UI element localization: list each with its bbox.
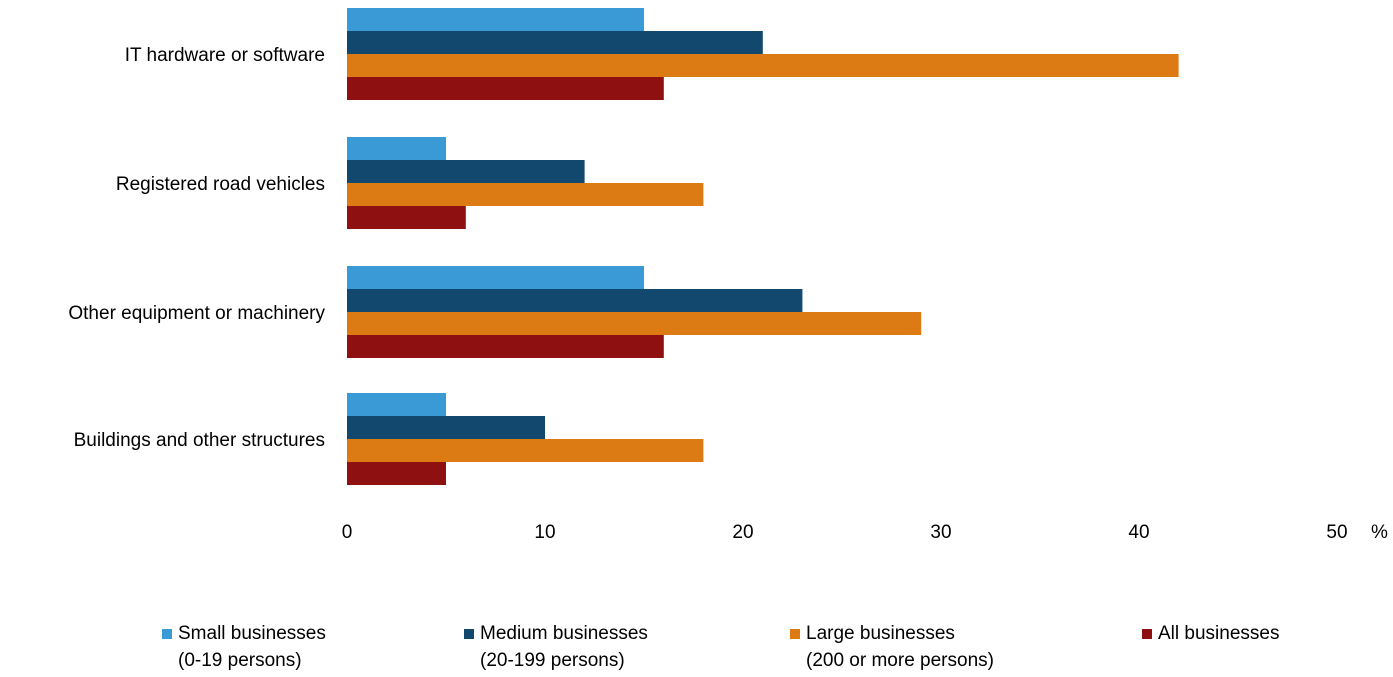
bar-all-4 (347, 462, 446, 485)
x-tick-label-50: 50 (1326, 522, 1347, 543)
legend-label-small-line2: (0-19 persons) (178, 650, 302, 671)
bar-medium-4 (347, 416, 545, 439)
bar-all-3 (347, 335, 664, 358)
x-tick-label-40: 40 (1128, 522, 1149, 543)
legend-label-small-line1: Small businesses (178, 623, 326, 644)
legend-swatch-all (1142, 629, 1152, 639)
x-tick-label-0: 0 (342, 522, 353, 543)
bar-chart: IT hardware or software Registered road v… (68, 8, 1388, 543)
bar-small-3 (347, 266, 644, 289)
x-tick-label-20: 20 (732, 522, 753, 543)
bar-medium-3 (347, 289, 803, 312)
bar-large-3 (347, 312, 922, 335)
bar-small-4 (347, 393, 446, 416)
legend: Small businesses (0-19 persons) Medium b… (0, 620, 1393, 677)
bar-medium-2 (347, 160, 585, 183)
x-axis-unit-label: % (1371, 522, 1388, 543)
bar-medium-1 (347, 31, 763, 54)
bar-small-2 (347, 137, 446, 160)
legend-label-medium-line2: (20-199 persons) (480, 650, 625, 671)
category-label-3: Other equipment or machinery (68, 303, 325, 324)
x-tick-label-10: 10 (534, 522, 555, 543)
bar-all-2 (347, 206, 466, 229)
bar-small-1 (347, 8, 644, 31)
bar-large-2 (347, 183, 704, 206)
legend-swatch-medium (464, 629, 474, 639)
category-label-1: IT hardware or software (125, 45, 325, 66)
bar-all-1 (347, 77, 664, 100)
category-label-4: Buildings and other structures (74, 430, 325, 451)
bars-group (347, 8, 1179, 485)
legend-label-large-line2: (200 or more persons) (806, 650, 994, 671)
x-axis-tick-labels: 0 10 20 30 40 50 (342, 522, 1348, 543)
legend-label-large-line1: Large businesses (806, 623, 955, 644)
bar-large-1 (347, 54, 1179, 77)
x-tick-label-30: 30 (930, 522, 951, 543)
legend-swatch-large (790, 629, 800, 639)
category-labels: IT hardware or software Registered road v… (68, 45, 325, 451)
legend-label-all-line1: All businesses (1158, 623, 1280, 644)
legend-swatch-small (162, 629, 172, 639)
legend-label-medium-line1: Medium businesses (480, 623, 648, 644)
category-label-2: Registered road vehicles (116, 174, 325, 195)
bar-large-4 (347, 439, 704, 462)
